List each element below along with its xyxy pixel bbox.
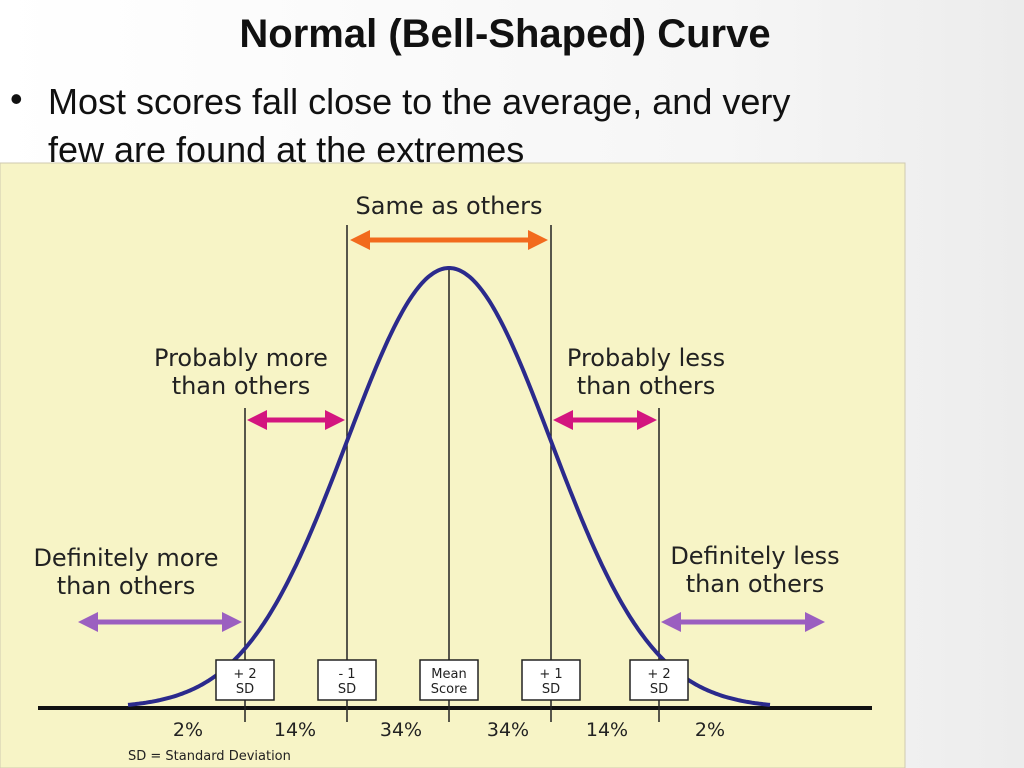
label: 14% — [274, 719, 316, 741]
arrow-head — [553, 410, 573, 430]
slide-title: Normal (Bell-Shaped) Curve — [239, 12, 771, 56]
label: Same as others — [356, 192, 543, 220]
label: Mean — [431, 667, 466, 682]
arrow-head — [350, 230, 370, 250]
marker-box — [215, 659, 275, 701]
marker-box — [629, 659, 689, 701]
arrow-head — [805, 612, 825, 632]
label: SD — [650, 682, 668, 697]
arrow-head — [78, 612, 98, 632]
label: Definitely less — [670, 542, 839, 570]
label: 34% — [487, 719, 529, 741]
arrow-head — [222, 612, 242, 632]
label: 14% — [586, 719, 628, 741]
arrow-head — [325, 410, 345, 430]
label: SD — [338, 682, 356, 697]
label: SD — [236, 682, 254, 697]
arrow-head — [661, 612, 681, 632]
label: Definitely more — [33, 544, 218, 572]
label: than others — [686, 570, 825, 598]
arrow-head — [637, 410, 657, 430]
marker-box — [317, 659, 377, 701]
label: than others — [577, 372, 716, 400]
label: 2% — [695, 719, 725, 741]
footnote: SD = Standard Deviation — [128, 749, 291, 764]
label: SD — [542, 682, 560, 697]
label: Score — [431, 682, 467, 697]
label: than others — [172, 372, 311, 400]
label: + 1 — [539, 667, 562, 682]
bullet-dot: • — [10, 78, 23, 119]
label: Probably more — [154, 344, 328, 372]
arrow-head — [247, 410, 267, 430]
label: + 2 — [647, 667, 670, 682]
label: 2% — [173, 719, 203, 741]
marker-box — [419, 659, 479, 701]
label: Probably less — [567, 344, 725, 372]
arrow-head — [528, 230, 548, 250]
label: 34% — [380, 719, 422, 741]
marker-box — [521, 659, 581, 701]
label: + 2 — [233, 667, 256, 682]
label: - 1 — [338, 667, 355, 682]
label: than others — [57, 572, 196, 600]
